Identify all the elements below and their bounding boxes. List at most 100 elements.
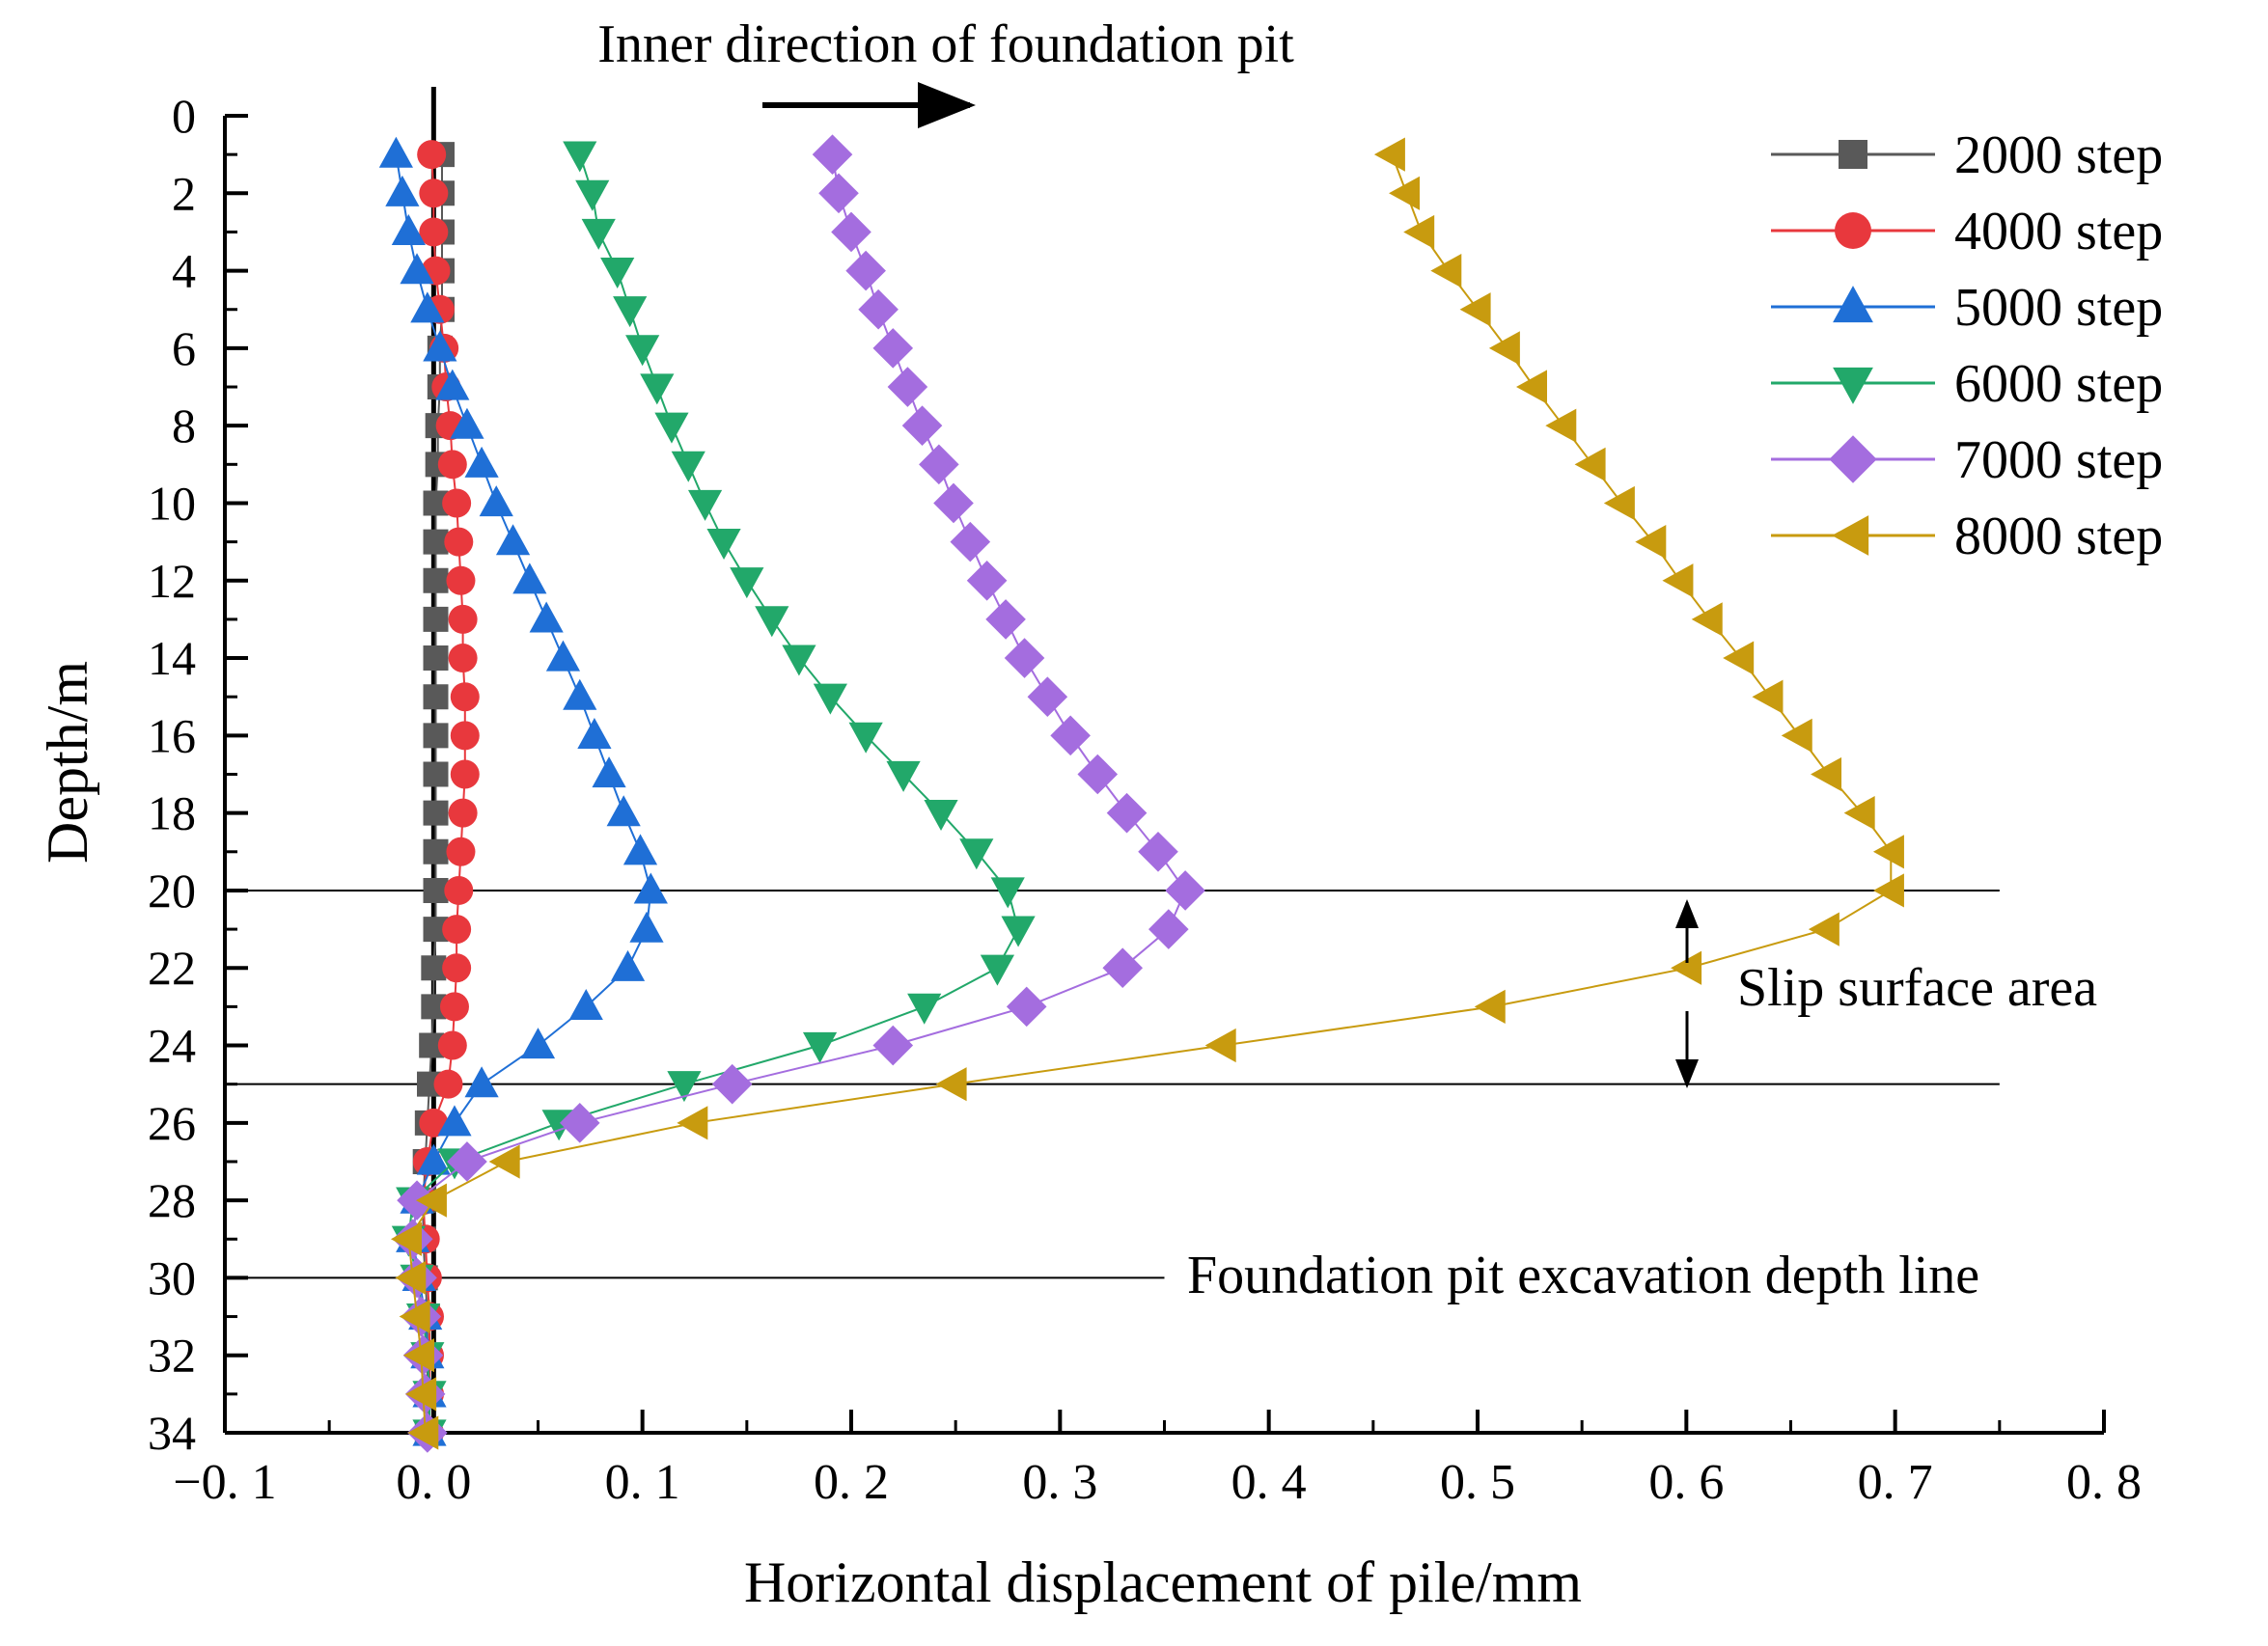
y-tick-label: 30	[148, 1250, 196, 1304]
excavation-depth-label: Foundation pit excavation depth line	[1187, 1246, 1979, 1305]
legend-marker	[1832, 515, 1869, 556]
data-point	[1389, 176, 1421, 210]
x-tick-label: 0. 1	[605, 1455, 680, 1510]
data-point	[1752, 679, 1784, 714]
data-point	[629, 911, 664, 943]
data-point	[600, 257, 635, 288]
legend-item: 8000 step	[1771, 507, 2163, 566]
data-point	[813, 683, 847, 715]
data-point	[687, 489, 723, 521]
x-tick-label: 0. 6	[1648, 1455, 1724, 1510]
y-tick-label: 6	[172, 321, 196, 375]
data-point	[730, 567, 764, 599]
data-point	[1872, 835, 1904, 869]
data-point	[437, 1030, 467, 1060]
y-tick-label: 26	[148, 1096, 196, 1150]
data-point	[512, 562, 547, 594]
data-point	[959, 838, 994, 870]
data-point	[421, 994, 447, 1020]
data-point	[1635, 525, 1667, 560]
data-point	[606, 795, 641, 827]
legend-marker	[1829, 435, 1877, 483]
legend-item: 4000 step	[1771, 202, 2163, 261]
data-point	[559, 1103, 600, 1143]
data-point	[446, 837, 476, 866]
data-point	[448, 798, 478, 828]
data-point	[575, 179, 610, 211]
x-tick-label: 0. 3	[1022, 1455, 1097, 1510]
data-point	[581, 218, 616, 250]
x-tick-label: 0. 8	[2066, 1455, 2142, 1510]
data-point	[520, 1028, 556, 1059]
data-point	[901, 405, 943, 446]
data-point	[1006, 986, 1047, 1028]
data-point	[610, 949, 646, 981]
x-tick-label: 0. 2	[814, 1455, 889, 1510]
data-point	[872, 328, 914, 369]
y-tick-label: 28	[148, 1173, 196, 1227]
data-point	[1138, 831, 1178, 872]
data-point	[417, 140, 447, 170]
series-line	[422, 154, 466, 1433]
data-point	[985, 599, 1026, 640]
data-point	[416, 1143, 451, 1175]
data-point	[450, 721, 480, 751]
data-point	[1808, 912, 1839, 946]
data-point	[990, 877, 1025, 909]
data-point	[419, 1032, 445, 1058]
data-point	[446, 565, 476, 595]
data-point	[1027, 676, 1068, 718]
data-point	[1872, 873, 1904, 908]
data-point	[448, 604, 478, 634]
data-point	[1004, 638, 1045, 678]
legend-label: 7000 step	[1954, 430, 2163, 490]
data-point	[563, 678, 597, 710]
data-point	[545, 640, 581, 672]
data-point	[1077, 754, 1119, 795]
data-point	[423, 490, 449, 516]
y-tick-label: 20	[148, 864, 196, 918]
data-point	[980, 954, 1015, 986]
legend-label: 5000 step	[1954, 278, 2163, 338]
data-point	[622, 834, 658, 865]
data-point	[419, 217, 449, 247]
data-point	[1811, 756, 1842, 792]
y-tick-label: 24	[148, 1019, 196, 1073]
data-point	[563, 141, 597, 173]
data-point	[529, 601, 564, 633]
data-point	[907, 993, 942, 1025]
data-point	[390, 1221, 422, 1256]
data-point	[1781, 718, 1812, 753]
data-point	[400, 253, 434, 285]
data-point	[1373, 137, 1405, 172]
x-tick-label: −0. 1	[173, 1455, 276, 1510]
data-point	[423, 567, 449, 593]
y-tick-label: 32	[148, 1329, 196, 1383]
data-point	[1403, 214, 1435, 250]
data-point	[444, 527, 474, 557]
y-tick-label: 4	[172, 244, 196, 298]
data-point	[711, 1063, 753, 1105]
legend-item: 6000 step	[1771, 354, 2163, 414]
data-point	[924, 800, 958, 832]
data-point	[625, 335, 660, 367]
data-point	[448, 644, 478, 673]
legend-label: 2000 step	[1954, 125, 2163, 185]
data-point	[1102, 947, 1144, 989]
series-layer	[378, 134, 1904, 1453]
data-point	[419, 178, 449, 208]
data-point	[1662, 563, 1694, 598]
data-point	[1474, 989, 1506, 1024]
legend-marker	[1833, 286, 1873, 323]
y-tick-label: 2	[172, 166, 196, 220]
y-tick-label: 8	[172, 398, 196, 453]
data-point	[1723, 641, 1755, 675]
data-point	[1050, 715, 1091, 756]
data-point	[1459, 292, 1491, 327]
data-point	[423, 606, 449, 632]
data-point	[391, 214, 426, 246]
data-point	[848, 722, 883, 754]
legend-label: 4000 step	[1954, 202, 2163, 261]
data-point	[450, 759, 480, 789]
data-point	[933, 482, 974, 524]
